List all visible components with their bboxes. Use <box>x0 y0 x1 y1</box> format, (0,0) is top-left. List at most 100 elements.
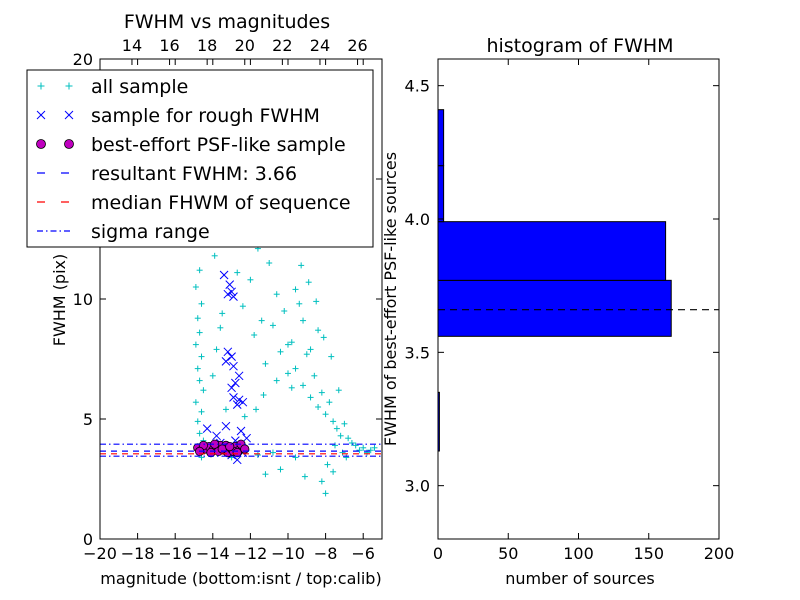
legend-marker-x-b <box>36 110 46 120</box>
rough-fwhm-point-b <box>227 352 236 361</box>
all-sample-point <box>360 444 367 451</box>
all-sample-point <box>322 411 329 418</box>
rough-fwhm-point <box>221 421 231 431</box>
hist-x-tick-label: 0 <box>433 544 443 563</box>
all-sample-point <box>288 339 295 346</box>
legend-entry-all-sample: all sample <box>91 76 188 98</box>
all-sample-point <box>277 348 284 355</box>
all-sample-point <box>300 382 307 389</box>
all-sample-point <box>196 267 203 274</box>
x-tick-label: −20 <box>83 544 117 563</box>
psf-like-point <box>217 444 227 454</box>
rough-fwhm-point <box>219 270 229 280</box>
all-sample-point <box>213 346 220 353</box>
all-sample-point <box>333 425 340 432</box>
all-sample-point <box>298 262 305 269</box>
all-sample-point <box>234 269 241 276</box>
legend: all sample sample for rough FWHM best-ef… <box>26 69 374 248</box>
all-sample-point <box>288 384 295 391</box>
right-x-axis-label: number of sources <box>505 569 655 588</box>
rough-fwhm-point <box>234 371 244 381</box>
all-sample-point <box>196 430 203 437</box>
hist-x-tick-label: 50 <box>498 544 518 563</box>
legend-markers <box>36 82 74 232</box>
all-sample-point <box>196 377 203 384</box>
legend-marker-plus <box>37 82 45 90</box>
rough-fwhm-point-b <box>223 289 233 299</box>
all-sample-point <box>285 341 291 348</box>
rough-fwhm-point-b <box>223 347 233 357</box>
x-tick-label: −16 <box>158 544 192 563</box>
all-sample-point <box>307 394 314 401</box>
all-sample-point <box>269 322 276 329</box>
rough-fwhm-point <box>223 347 233 357</box>
histogram-bars <box>437 109 672 452</box>
all-sample-point <box>269 449 276 456</box>
all-sample-point <box>262 360 269 367</box>
rough-fwhm-point-b <box>221 357 231 366</box>
all-sample-point <box>300 317 307 324</box>
rough-fwhm-point <box>229 361 238 371</box>
all-sample-point <box>322 490 329 497</box>
rough-fwhm-point <box>212 431 221 441</box>
hist-x-tick-label: 150 <box>633 544 664 563</box>
right-y-axis-label: FWHM of best-effort PSF-like sources <box>381 152 400 446</box>
x-tick-label: −8 <box>314 544 338 563</box>
top-tick-label: 20 <box>235 36 255 55</box>
all-sample-point <box>266 260 273 266</box>
all-sample-point <box>324 461 331 468</box>
all-sample-point <box>251 332 258 338</box>
all-sample-point <box>343 454 350 461</box>
rough-fwhm-point-b <box>229 292 238 301</box>
all-sample-point <box>254 452 261 458</box>
all-sample-point <box>219 310 226 317</box>
histogram-bar <box>437 221 667 281</box>
top-tick-label: 18 <box>197 36 217 55</box>
rough-fwhm-point <box>227 287 236 297</box>
all-sample-point <box>192 399 199 406</box>
rough-fwhm-point <box>232 400 242 409</box>
rough-fwhm-point-b <box>227 383 236 393</box>
all-sample-point <box>371 444 378 451</box>
legend-entry-median-fwhm: median FHWM of sequence <box>91 192 351 214</box>
all-sample-point <box>292 454 299 461</box>
rough-fwhm-point-b <box>227 287 236 297</box>
y-tick-label: 5 <box>83 410 93 429</box>
hist-x-tick-label: 100 <box>563 544 594 563</box>
histogram-bar <box>437 109 445 167</box>
fwhm-vs-magnitudes-chart: −20−18−16−14−12−10−8−6051015201416182022… <box>26 11 383 588</box>
x-tick-label: −14 <box>196 544 230 563</box>
rough-fwhm-point <box>227 383 236 393</box>
x-tick-label: −6 <box>351 544 375 563</box>
all-sample-point <box>315 404 322 410</box>
legend-marker-plus <box>65 82 73 90</box>
legend-entry-rough-fwhm: sample for rough FWHM <box>91 105 320 127</box>
rough-fwhm-point-b <box>221 421 231 431</box>
all-sample-point <box>292 286 299 293</box>
psf-like-point <box>240 444 250 454</box>
psf-like-point <box>232 447 242 458</box>
legend-marker-x-b <box>64 110 74 120</box>
all-sample-point <box>273 377 280 384</box>
left-axis-ticks: −20−18−16−14−12−10−8−6051015201416182022… <box>73 36 382 563</box>
all-sample-point <box>296 300 303 307</box>
rough-fwhm-point <box>225 280 235 289</box>
hist-x-tick-label: 200 <box>704 544 735 563</box>
legend-marker-circle <box>36 139 46 149</box>
right-chart-title: histogram of FWHM <box>486 35 673 57</box>
all-sample-point <box>198 300 205 307</box>
all-sample-point <box>292 365 299 372</box>
rough-fwhm-point <box>232 455 242 465</box>
all-sample-point <box>328 353 335 360</box>
top-tick-label: 22 <box>272 36 292 55</box>
all-sample-point <box>332 442 338 449</box>
all-sample-point <box>352 442 359 449</box>
rough-fwhm-point <box>229 292 238 301</box>
top-tick-label: 24 <box>310 36 330 55</box>
legend-entry-sigma-range: sigma range <box>91 221 210 243</box>
x-tick-label: −12 <box>234 544 268 563</box>
legend-marker-x <box>64 110 74 120</box>
all-sample-point <box>277 466 284 473</box>
legend-entry-resultant-fwhm: resultant FWHM: 3.66 <box>91 163 297 185</box>
all-sample-point <box>200 387 207 394</box>
